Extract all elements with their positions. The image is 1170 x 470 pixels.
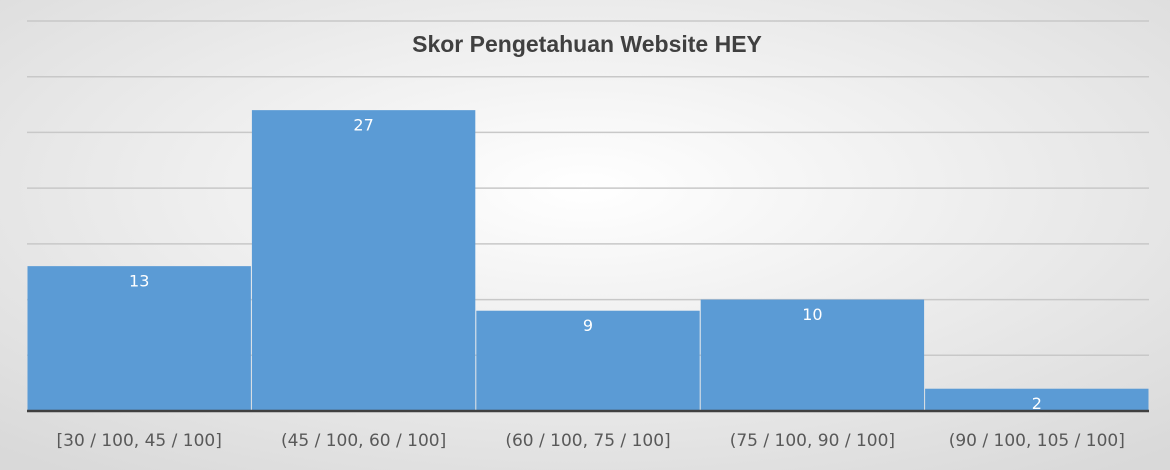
data-label: 2: [1032, 394, 1042, 413]
data-label: 10: [802, 305, 822, 324]
bar: [251, 110, 476, 412]
bar: [925, 388, 1149, 411]
chart-title: Skor Pengetahuan Website HEY: [412, 31, 762, 57]
x-tick-label: [30 / 100, 45 / 100]: [57, 431, 222, 451]
bar: [476, 310, 700, 411]
x-tick-label: (75 / 100, 90 / 100]: [730, 431, 895, 451]
bar: [700, 299, 925, 411]
data-label: 13: [129, 272, 149, 291]
x-tick-label: (90 / 100, 105 / 100]: [949, 431, 1125, 451]
data-label: 27: [353, 116, 373, 135]
data-label: 9: [583, 316, 593, 335]
x-tick-label: (45 / 100, 60 / 100]: [281, 431, 446, 451]
x-tick-label: (60 / 100, 75 / 100]: [505, 431, 670, 451]
bar: [27, 266, 251, 411]
